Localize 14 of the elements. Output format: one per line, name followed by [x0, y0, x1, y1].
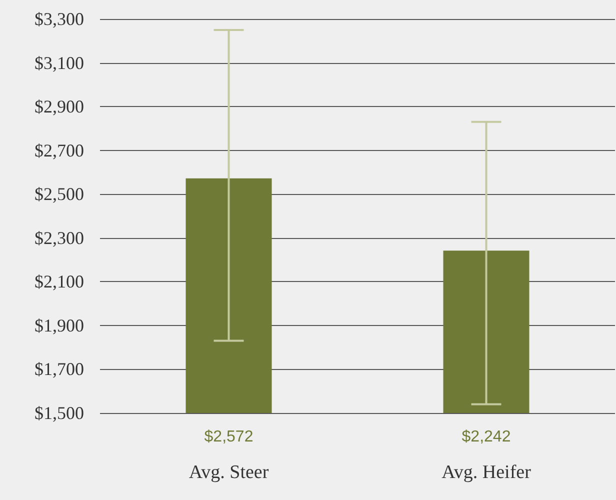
y-tick-label: $2,900: [34, 96, 84, 117]
data-label: $2,572: [204, 428, 254, 446]
x-tick-label: Avg. Heifer: [442, 462, 532, 483]
y-tick-label: $1,900: [34, 315, 84, 336]
y-tick-label: $3,300: [34, 9, 84, 29]
y-tick-label: $2,500: [34, 184, 84, 204]
y-tick-label: $2,300: [34, 228, 84, 248]
y-tick-label: $3,100: [34, 52, 84, 73]
x-tick-label: Avg. Steer: [188, 462, 270, 483]
y-tick-label: $2,700: [34, 140, 84, 160]
y-tick-label: $1,700: [34, 359, 84, 380]
data-label: $2,242: [462, 428, 511, 446]
y-tick-label: $1,500: [34, 403, 84, 423]
y-tick-label: $2,100: [34, 272, 84, 292]
